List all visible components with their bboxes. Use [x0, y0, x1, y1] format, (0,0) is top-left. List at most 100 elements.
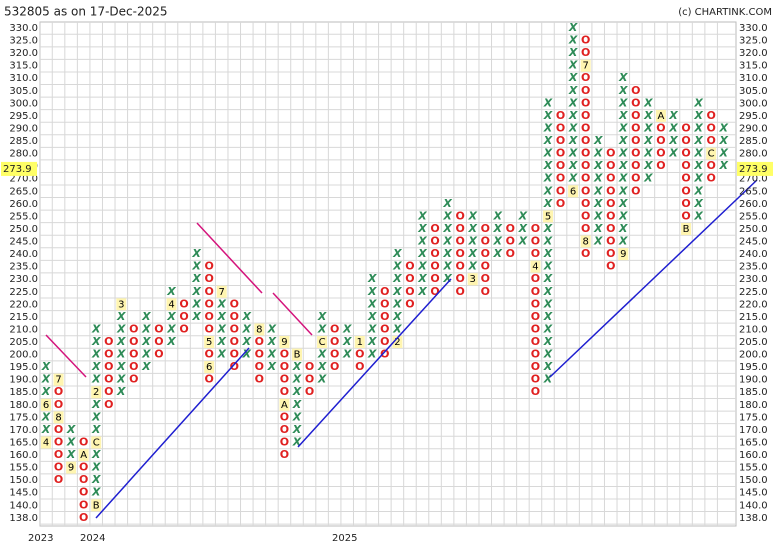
y-tick-label: 250.0 [9, 224, 38, 235]
y-tick-label: 280.0 [9, 149, 38, 160]
o-box: O [305, 360, 314, 373]
x-box: X [41, 410, 51, 423]
x-box: X [442, 247, 452, 260]
x-box: X [693, 134, 703, 147]
o-box: O [681, 121, 690, 134]
support-line [95, 347, 250, 519]
o-box: O [631, 134, 640, 147]
x-box: X [141, 310, 151, 323]
o-box: O [104, 385, 113, 398]
y-tick-label: 320.0 [9, 48, 38, 59]
x-box: X [267, 322, 277, 335]
month-marker: B [683, 224, 690, 235]
x-box: X [417, 235, 427, 248]
x-box: X [141, 335, 151, 348]
x-box: X [668, 121, 678, 134]
o-box: O [455, 272, 464, 285]
o-box: O [305, 385, 314, 398]
x-box: X [618, 147, 628, 160]
x-box: X [618, 235, 628, 248]
resistance-line [196, 222, 263, 294]
x-box: X [568, 71, 578, 84]
x-box: X [618, 184, 628, 197]
x-box: X [618, 121, 628, 134]
x-box: X [493, 235, 503, 248]
month-marker-box [392, 336, 403, 348]
x-box: X [141, 348, 151, 361]
x-box: X [191, 260, 201, 273]
o-box: O [531, 335, 540, 348]
month-marker: A [658, 111, 665, 122]
y-tick-label: 185.0 [739, 387, 768, 398]
y-tick-label: 315.0 [9, 61, 38, 72]
y-tick-label: 200.0 [739, 350, 768, 361]
o-box: O [681, 147, 690, 160]
month-marker-box [317, 336, 328, 348]
o-box: O [79, 473, 88, 486]
x-box: X [317, 360, 327, 373]
o-box: O [531, 285, 540, 298]
o-box: O [581, 34, 590, 47]
x-box: X [568, 172, 578, 185]
x-box: X [543, 247, 553, 260]
resistance-line [45, 334, 87, 378]
x-box: X [367, 322, 377, 335]
o-box: O [54, 385, 63, 398]
x-box: X [66, 435, 76, 448]
x-box: X [41, 360, 51, 373]
x-box: X [643, 172, 653, 185]
month-marker-box [354, 336, 365, 348]
month-marker-box [41, 436, 51, 449]
x-box: X [693, 96, 703, 109]
y-tick-label: 175.0 [9, 412, 38, 423]
o-box: O [255, 335, 264, 348]
o-box: O [631, 121, 640, 134]
x-box: X [493, 247, 503, 260]
x-box: X [718, 159, 728, 172]
o-box: O [581, 121, 590, 134]
x-box: X [342, 335, 352, 348]
o-box: O [280, 385, 289, 398]
o-box: O [104, 348, 113, 361]
o-box: O [556, 184, 565, 197]
x-box: X [392, 260, 402, 273]
y-tick-label: 230.0 [739, 274, 768, 285]
x-box: X [618, 84, 628, 97]
x-box: X [267, 348, 277, 361]
x-box: X [41, 373, 51, 386]
o-box: O [581, 209, 590, 222]
y-tick-label: 140.0 [739, 500, 768, 511]
o-box: O [255, 373, 264, 386]
month-marker-box [91, 386, 102, 399]
o-box: O [405, 285, 414, 298]
o-box: O [204, 260, 213, 273]
x-box: X [417, 272, 427, 285]
o-box: O [230, 297, 239, 310]
x-box: X [91, 335, 101, 348]
month-marker-box [41, 398, 51, 411]
o-box: O [631, 159, 640, 172]
o-box: O [79, 511, 88, 524]
o-box: O [606, 197, 615, 210]
x-box: X [668, 134, 678, 147]
o-box: O [581, 109, 590, 122]
x-box: X [367, 272, 377, 285]
x-box: X [543, 222, 553, 235]
o-box: O [706, 172, 715, 185]
o-box: O [681, 209, 690, 222]
o-box: O [631, 184, 640, 197]
o-box: O [581, 184, 590, 197]
o-box: O [54, 435, 63, 448]
x-box: X [568, 46, 578, 59]
x-box: X [543, 335, 553, 348]
x-box: X [568, 59, 578, 72]
x-box: X [242, 322, 252, 335]
o-box: O [681, 159, 690, 172]
x-box: X [518, 209, 528, 222]
o-box: O [380, 285, 389, 298]
x-box: X [116, 360, 126, 373]
o-box: O [506, 235, 515, 248]
y-tick-label: 190.0 [9, 375, 38, 386]
resistance-line [272, 292, 313, 336]
y-tick-label: 260.0 [739, 199, 768, 210]
